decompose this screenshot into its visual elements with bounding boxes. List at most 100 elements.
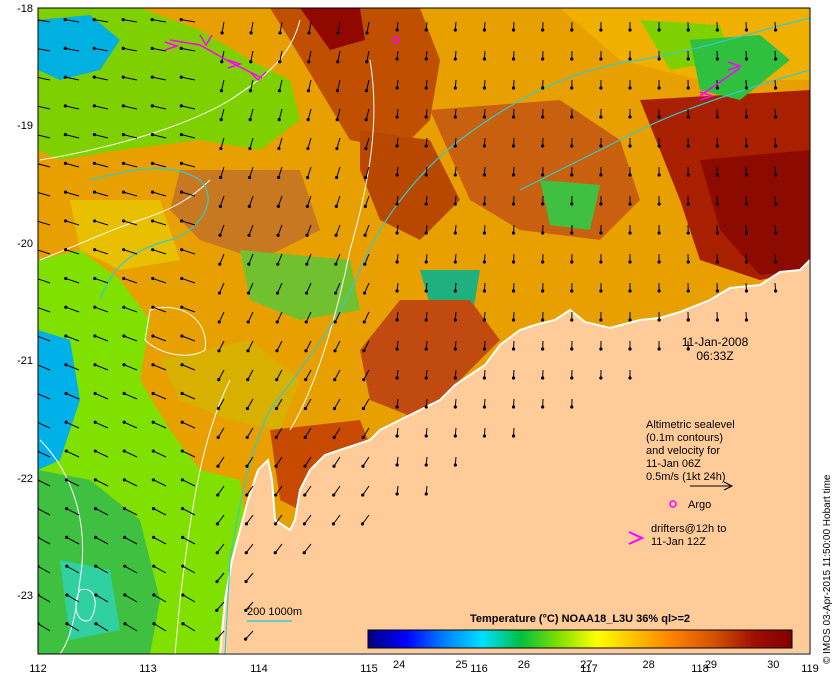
velocity-arrow-head [744, 289, 749, 293]
velocity-arrow [218, 340, 225, 352]
velocity-arrow [38, 249, 51, 255]
velocity-arrow-head [395, 202, 399, 206]
velocity-arrow-head [305, 204, 309, 208]
velocity-arrow-head [150, 75, 154, 79]
velocity-arrow [181, 47, 196, 52]
velocity-arrow-head [570, 376, 574, 380]
velocity-arrow [94, 134, 109, 139]
velocity-arrow [249, 108, 254, 120]
velocity-arrow [95, 623, 109, 632]
velocity-arrow-head [364, 118, 368, 122]
velocity-arrow [66, 450, 80, 458]
velocity-arrow [306, 195, 312, 207]
velocity-arrow-head [424, 434, 428, 438]
velocity-arrow-head [179, 75, 183, 79]
velocity-arrow [306, 282, 312, 294]
velocity-arrow-head [599, 173, 603, 177]
velocity-arrow-head [361, 464, 365, 468]
velocity-arrow-head [63, 133, 68, 137]
isobath-label: 200 1000m [247, 606, 302, 618]
velocity-arrow-head [686, 231, 690, 235]
velocity-arrow [181, 162, 196, 168]
drifter-tracks [164, 34, 743, 101]
colorbar-tick-label: 29 [705, 659, 717, 671]
isobath-legend: 200 1000m [247, 606, 302, 622]
longitude-axis: 112 113 114 115 116 117 118 119 [29, 663, 819, 675]
sealevel-contour [289, 59, 375, 431]
drifter-marker [164, 41, 180, 51]
velocity-arrow-head [335, 89, 340, 93]
velocity-arrow-head [246, 320, 250, 324]
velocity-arrow-head [628, 144, 632, 148]
velocity-arrow-head [179, 161, 184, 166]
sst-patch-darkred-n [300, 8, 365, 50]
velocity-arrow-head [715, 173, 719, 177]
velocity-arrow-head [122, 420, 126, 424]
velocity-arrow [248, 224, 254, 236]
velocity-arrow-head [122, 391, 126, 396]
velocity-arrow [216, 601, 225, 611]
velocity-arrow [38, 19, 51, 23]
velocity-arrow [94, 249, 109, 255]
velocity-arrow [277, 282, 283, 294]
velocity-arrow-head [274, 435, 278, 439]
velocity-arrow-head [274, 464, 278, 468]
velocity-arrow-head [93, 391, 97, 396]
velocity-arrow [304, 514, 312, 525]
velocity-arrow-head [511, 347, 516, 351]
velocity-arrow [123, 306, 138, 313]
velocity-arrow-head [628, 115, 632, 119]
velocity-arrow-head [179, 133, 184, 137]
velocity-arrow-head [453, 86, 457, 90]
velocity-arrow-head [247, 233, 251, 237]
colorbar-tick-label: 25 [455, 659, 467, 671]
velocity-arrow [303, 543, 312, 554]
sst-patch-yellow-w2 [70, 200, 180, 270]
velocity-arrow-head [302, 522, 307, 526]
argo-legend: Argo [669, 499, 711, 511]
velocity-arrow-head [304, 378, 308, 382]
sst-patch-green-c [240, 250, 360, 320]
velocity-arrow-head [511, 202, 516, 206]
velocity-arrow [94, 162, 109, 168]
velocity-arrow-head [331, 522, 336, 526]
velocity-arrow-head [64, 334, 68, 338]
velocity-arrow-head [657, 144, 661, 148]
velocity-arrow [182, 421, 196, 429]
velocity-arrow-head [122, 248, 126, 252]
velocity-arrow [363, 340, 370, 352]
velocity-arrow-head [219, 118, 223, 122]
velocity-arrow-head [122, 305, 126, 309]
velocity-arrow [277, 224, 283, 236]
velocity-arrow-head [599, 289, 603, 293]
velocity-arrow-head [63, 104, 67, 108]
velocity-arrow-head [686, 28, 690, 32]
velocity-arrow [123, 220, 138, 226]
velocity-arrow-head [92, 133, 97, 137]
velocity-arrow-head [657, 289, 661, 293]
velocity-arrow-head [395, 173, 399, 177]
velocity-arrow [38, 537, 51, 545]
velocity-arrow-head [306, 175, 310, 180]
velocity-arrow-head [686, 144, 690, 148]
velocity-arrow-head [217, 378, 221, 382]
velocity-arrow [274, 543, 283, 554]
velocity-arrow-head [541, 318, 545, 322]
sealevel-contour [39, 19, 301, 161]
velocity-arrow-head [744, 28, 749, 32]
velocity-arrow-head [277, 175, 281, 180]
velocity-arrow [153, 450, 167, 458]
velocity-arrow [182, 479, 196, 487]
velocity-arrow [307, 137, 312, 149]
velocity-arrow [248, 195, 254, 207]
velocity-arrow [181, 335, 196, 342]
velocity-arrow [365, 166, 370, 178]
velocity-arrow [65, 335, 80, 342]
velocity-arrow [65, 393, 80, 400]
velocity-arrow-head [152, 535, 156, 539]
velocity-arrow-head [453, 115, 457, 119]
colorbar-tick-label: 26 [518, 659, 530, 671]
velocity-arrow-head [362, 291, 367, 295]
velocity-arrow-head [395, 318, 399, 322]
drifter-label: drifters@12h to [651, 523, 726, 535]
